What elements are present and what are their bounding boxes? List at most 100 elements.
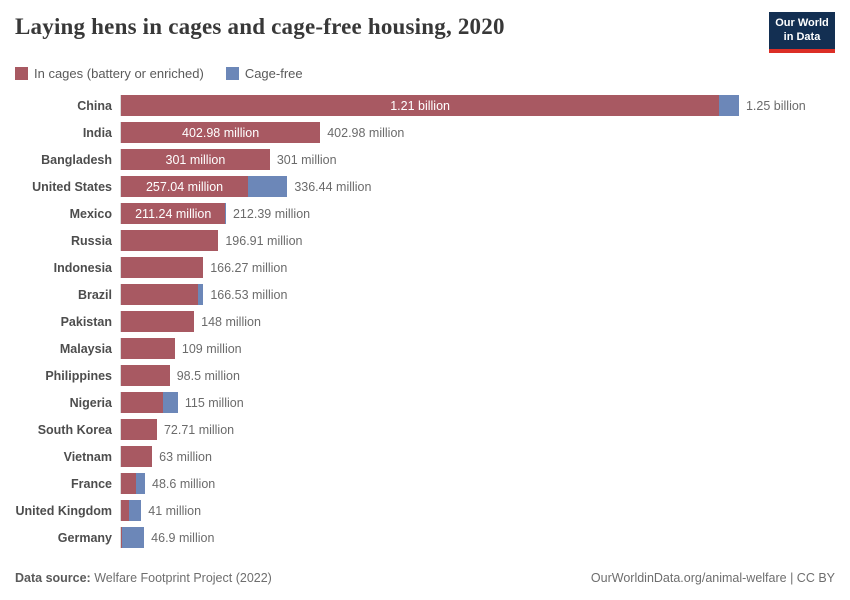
legend-item-cage-free: Cage-free bbox=[225, 66, 303, 81]
chart-row: South Korea 72.71 million bbox=[0, 416, 850, 443]
bar-total-label: 148 million bbox=[201, 314, 261, 329]
bar-track: 63 million bbox=[120, 446, 850, 467]
bar-track: 48.6 million bbox=[120, 473, 850, 494]
bar-chart: China 1.21 billion 1.25 billion India 402.98… bbox=[0, 92, 850, 551]
country-label: Russia bbox=[71, 233, 112, 248]
bar-track: 109 million bbox=[120, 338, 850, 359]
country-label: Brazil bbox=[77, 287, 112, 302]
bar-total-label: 48.6 million bbox=[152, 476, 216, 491]
bar-segment-cage-free[interactable] bbox=[163, 392, 178, 413]
legend-label-cages: In cages (battery or enriched) bbox=[34, 66, 204, 81]
bar-segment-cages[interactable] bbox=[121, 527, 123, 548]
bar-track: 301 million 301 million bbox=[120, 149, 850, 170]
chart-row: Mexico 211.24 million 212.39 million bbox=[0, 200, 850, 227]
bar-segment-cage-free[interactable] bbox=[225, 203, 226, 224]
bar-track: 41 million bbox=[120, 500, 850, 521]
country-label: India bbox=[82, 125, 112, 140]
bar-segment-cages[interactable] bbox=[121, 284, 199, 305]
country-label: Indonesia bbox=[53, 260, 112, 275]
country-label: Vietnam bbox=[63, 449, 112, 464]
bar-segment-cage-free[interactable] bbox=[122, 527, 145, 548]
chart-row: United Kingdom 41 million bbox=[0, 497, 850, 524]
chart-row: Philippines 98.5 million bbox=[0, 362, 850, 389]
country-label: France bbox=[71, 476, 112, 491]
bar-segment-cages[interactable] bbox=[121, 500, 130, 521]
bar-track: 1.21 billion 1.25 billion bbox=[120, 95, 850, 116]
bar-track: 72.71 million bbox=[120, 419, 850, 440]
bar-track: 257.04 million 336.44 million bbox=[120, 176, 850, 197]
bar-segment-cages[interactable] bbox=[121, 446, 153, 467]
legend-item-cages: In cages (battery or enriched) bbox=[15, 66, 204, 81]
country-label: United Kingdom bbox=[15, 503, 112, 518]
country-label: South Korea bbox=[37, 422, 112, 437]
chart-row: Vietnam 63 million bbox=[0, 443, 850, 470]
bar-segment-cages[interactable]: 1.21 billion bbox=[121, 95, 720, 116]
bar-total-label: 166.53 million bbox=[210, 287, 288, 302]
owid-logo-line1: Our World bbox=[775, 17, 829, 30]
bar-total-label: 115 million bbox=[184, 395, 244, 410]
country-label: Mexico bbox=[69, 206, 112, 221]
bar-total-label: 402.98 million bbox=[327, 125, 405, 140]
bar-total-label: 301 million bbox=[276, 152, 337, 167]
bar-segment-cages[interactable]: 301 million bbox=[121, 149, 270, 170]
bar-track: 98.5 million bbox=[120, 365, 850, 386]
chart-row: India 402.98 million 402.98 million bbox=[0, 119, 850, 146]
bar-segment-cage-free[interactable] bbox=[129, 500, 142, 521]
bar-inner-value-label: 301 million bbox=[165, 152, 226, 167]
bar-segment-cages[interactable] bbox=[121, 257, 204, 278]
chart-row: France 48.6 million bbox=[0, 470, 850, 497]
chart-row: Brazil 166.53 million bbox=[0, 281, 850, 308]
owid-logo[interactable]: Our World in Data bbox=[769, 12, 835, 53]
bar-segment-cages[interactable] bbox=[121, 230, 219, 251]
bar-total-label: 166.27 million bbox=[210, 260, 288, 275]
chart-row: Germany 46.9 million bbox=[0, 524, 850, 551]
bar-track: 196.91 million bbox=[120, 230, 850, 251]
bar-segment-cages[interactable] bbox=[121, 473, 137, 494]
bar-segment-cages[interactable]: 257.04 million bbox=[121, 176, 249, 197]
bar-segment-cages[interactable] bbox=[121, 338, 175, 359]
bar-segment-cages[interactable] bbox=[121, 365, 170, 386]
bar-inner-value-label: 1.21 billion bbox=[390, 98, 450, 113]
country-label: Bangladesh bbox=[41, 152, 112, 167]
bar-segment-cage-free[interactable] bbox=[136, 473, 146, 494]
bar-track: 46.9 million bbox=[120, 527, 850, 548]
bar-segment-cage-free[interactable] bbox=[248, 176, 288, 197]
bar-segment-cage-free[interactable] bbox=[719, 95, 739, 116]
bar-segment-cages[interactable]: 402.98 million bbox=[121, 122, 321, 143]
cage-free-swatch-icon bbox=[225, 67, 239, 80]
bar-track: 211.24 million 212.39 million bbox=[120, 203, 850, 224]
bar-total-label: 212.39 million bbox=[232, 206, 311, 221]
chart-row: Malaysia 109 million bbox=[0, 335, 850, 362]
owid-logo-line2: in Data bbox=[783, 30, 821, 43]
chart-row: China 1.21 billion 1.25 billion bbox=[0, 92, 850, 119]
bar-segment-cages[interactable] bbox=[121, 392, 164, 413]
country-label: Nigeria bbox=[69, 395, 112, 410]
bar-segment-cage-free[interactable] bbox=[198, 284, 204, 305]
chart-row: Russia 196.91 million bbox=[0, 227, 850, 254]
bar-segment-cages[interactable]: 211.24 million bbox=[121, 203, 226, 224]
chart-row: Pakistan 148 million bbox=[0, 308, 850, 335]
legend-label-cage-free: Cage-free bbox=[244, 66, 303, 81]
data-source-label: Data source: bbox=[15, 571, 91, 585]
bar-segment-cages[interactable] bbox=[121, 419, 157, 440]
country-label: Pakistan bbox=[60, 314, 112, 329]
data-source-note: Data source: Welfare Footprint Project (… bbox=[15, 571, 272, 585]
bar-total-label: 98.5 million bbox=[176, 368, 240, 383]
bar-total-label: 336.44 million bbox=[294, 179, 372, 194]
bar-track: 166.53 million bbox=[120, 284, 850, 305]
legend: In cages (battery or enriched) Cage-free bbox=[15, 66, 303, 81]
bar-total-label: 109 million bbox=[181, 341, 242, 356]
country-label: Germany bbox=[57, 530, 112, 545]
country-label: Philippines bbox=[45, 368, 112, 383]
bar-track: 148 million bbox=[120, 311, 850, 332]
country-label: Malaysia bbox=[59, 341, 112, 356]
bar-inner-value-label: 211.24 million bbox=[135, 206, 212, 221]
chart-row: Bangladesh 301 million 301 million bbox=[0, 146, 850, 173]
country-label: United States bbox=[32, 179, 112, 194]
bar-segment-cages[interactable] bbox=[121, 311, 195, 332]
bar-total-label: 46.9 million bbox=[151, 530, 215, 545]
cages-swatch-icon bbox=[15, 67, 28, 80]
credit-note[interactable]: OurWorldinData.org/animal-welfare | CC B… bbox=[590, 571, 835, 585]
chart-row: United States 257.04 million 336.44 millio… bbox=[0, 173, 850, 200]
